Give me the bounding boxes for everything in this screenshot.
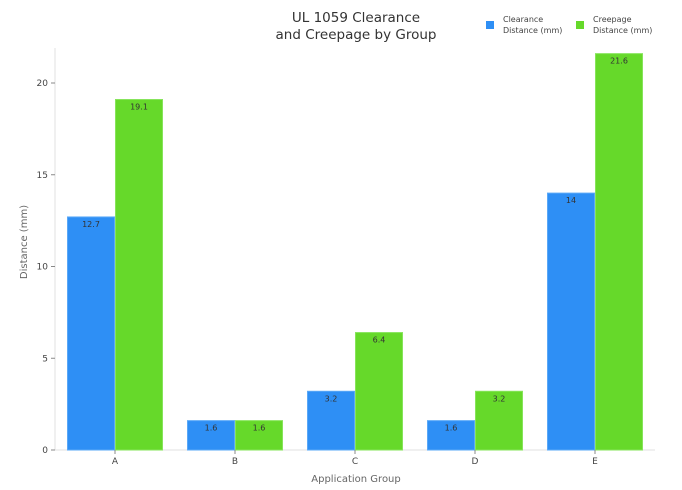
x-tick-label: C (352, 457, 358, 467)
bar-clearance-B (187, 420, 235, 451)
bar-value-label: 12.7 (82, 220, 100, 229)
bar-clearance-D (427, 420, 475, 451)
bar-creepage-B (235, 420, 283, 451)
x-tick-label: A (112, 457, 119, 467)
bar-value-label: 14 (566, 196, 576, 205)
chart-title-line-2: and Creepage by Group (276, 27, 437, 43)
bar-value-label: 3.2 (493, 394, 506, 403)
y-tick-label: 5 (42, 354, 48, 364)
y-tick-label: 20 (37, 79, 49, 89)
y-tick-label: 15 (37, 171, 48, 181)
bar-value-label: 1.6 (205, 424, 218, 433)
bar-value-label: 21.6 (610, 57, 628, 66)
bar-value-label: 1.6 (445, 424, 458, 433)
bar-value-label: 1.6 (253, 424, 266, 433)
bar-clearance-E (547, 192, 595, 451)
legend: Clearance Distance (mm) Creepage Distanc… (486, 15, 652, 35)
x-axis-ticks: A B C D E (112, 450, 598, 467)
bar-value-label: 6.4 (373, 336, 386, 345)
y-tick-label: 0 (42, 446, 48, 456)
bar-clearance-A (67, 216, 115, 451)
y-tick-label: 10 (37, 263, 49, 273)
bar-clearance-C (307, 390, 355, 451)
x-axis-title: Application Group (311, 474, 401, 485)
chart-title: UL 1059 Clearance and Creepage by Group (276, 10, 437, 43)
bars: 12.7 19.1 1.6 1.6 3.2 6.4 1.6 3.2 14 21.6 (67, 53, 643, 451)
legend-label-creepage-line-1: Creepage (593, 15, 632, 24)
bar-creepage-C (355, 332, 403, 451)
bar-value-label: 19.1 (130, 103, 148, 112)
x-tick-label: B (232, 457, 238, 467)
legend-swatch-creepage (576, 21, 584, 29)
chart-title-line-1: UL 1059 Clearance (292, 10, 420, 26)
legend-label-clearance-line-1: Clearance (503, 15, 543, 24)
x-tick-label: D (472, 457, 479, 467)
bar-value-label: 3.2 (325, 394, 338, 403)
legend-label-clearance-line-2: Distance (mm) (503, 26, 562, 35)
bar-creepage-E (595, 53, 643, 451)
y-axis-title: Distance (mm) (19, 205, 30, 279)
x-tick-label: E (592, 457, 598, 467)
legend-swatch-clearance (486, 21, 494, 29)
y-axis-ticks: 0 5 10 15 20 (37, 79, 55, 456)
bar-creepage-A (115, 99, 163, 451)
legend-label-creepage-line-2: Distance (mm) (593, 26, 652, 35)
bar-creepage-D (475, 390, 523, 451)
